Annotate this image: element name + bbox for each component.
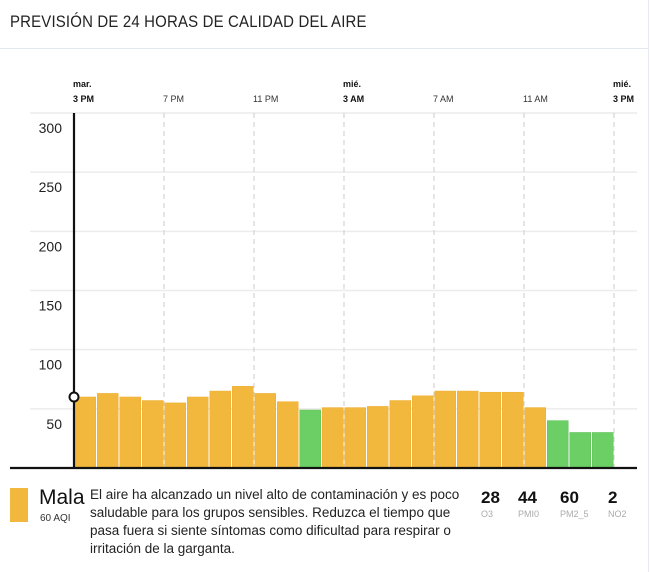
header-divider bbox=[0, 48, 648, 49]
aqi-bar bbox=[434, 390, 456, 469]
aqi-bar bbox=[456, 390, 479, 469]
aqi-bar bbox=[232, 386, 254, 469]
aqi-description: El aire ha alcanzado un nivel alto de co… bbox=[90, 487, 460, 556]
aqi-bar bbox=[479, 391, 501, 469]
aqi-bar bbox=[164, 402, 187, 469]
aqi-bar bbox=[74, 396, 97, 469]
aqi-bar bbox=[501, 391, 524, 469]
aqi-bar bbox=[321, 407, 344, 469]
x-tick-time-label: 11 AM bbox=[523, 94, 548, 104]
y-tick-label: 300 bbox=[39, 120, 63, 136]
label-layer: 50 100 150 200 250 300 mar. 3 PM 7 PM 11 PM mié. 3 … bbox=[39, 79, 634, 432]
pollutant-name: PM2_5 bbox=[560, 509, 589, 519]
x-tick-time-label: 7 PM bbox=[163, 94, 184, 104]
aqi-bar bbox=[366, 406, 389, 469]
x-tick-time-label: 3 PM bbox=[613, 94, 634, 104]
x-tick-day-label: mié. bbox=[613, 79, 631, 89]
y-tick-label: 100 bbox=[39, 357, 63, 373]
aqi-bar bbox=[344, 407, 366, 469]
pollutant-name: NO2 bbox=[608, 509, 627, 519]
pollutant-value: 28 bbox=[481, 488, 500, 507]
aqi-bar bbox=[119, 396, 142, 469]
pollutant-value: 2 bbox=[608, 488, 618, 507]
x-tick-time-label: 3 AM bbox=[343, 94, 364, 104]
x-tick-day-label: mar. bbox=[73, 79, 92, 89]
x-tick-time-label: 7 AM bbox=[433, 94, 454, 104]
aqi-bar bbox=[299, 409, 321, 469]
aqi-bar bbox=[569, 432, 591, 469]
aqi-bar bbox=[142, 400, 164, 469]
pollutant-no2: 2 NO2 bbox=[608, 488, 627, 519]
aqi-bar bbox=[209, 390, 232, 469]
x-tick-time-label: 11 PM bbox=[253, 94, 278, 104]
aqi-bar bbox=[389, 400, 411, 469]
aqi-bar bbox=[187, 396, 209, 469]
current-time-marker bbox=[68, 391, 80, 403]
y-tick-label: 250 bbox=[39, 179, 63, 195]
y-tick-label: 50 bbox=[46, 416, 62, 432]
aqi-value: 60 AQI bbox=[40, 513, 71, 524]
pollutant-name: O3 bbox=[481, 509, 494, 519]
card-title: PREVISIÓN DE 24 HORAS DE CALIDAD DEL AIR… bbox=[10, 12, 367, 31]
axis-layer bbox=[10, 113, 637, 470]
y-tick-label: 200 bbox=[39, 238, 63, 254]
pollutant-value: 44 bbox=[518, 488, 537, 507]
bar-layer bbox=[74, 386, 614, 469]
aqi-bar bbox=[411, 395, 434, 469]
pollutant-name: PMI0 bbox=[518, 509, 540, 519]
y-tick-label: 150 bbox=[39, 298, 63, 314]
x-tick-time-label: 3 PM bbox=[73, 94, 94, 104]
aqi-bar bbox=[254, 393, 277, 469]
aqi-bar bbox=[546, 420, 569, 469]
level-color-swatch bbox=[10, 488, 28, 522]
pollutant-pm10: 44 PMI0 bbox=[518, 488, 539, 519]
aqi-level-label: Mala bbox=[39, 486, 85, 509]
aqi-bar bbox=[97, 393, 119, 469]
aqi-bar bbox=[524, 407, 546, 469]
aqi-bar bbox=[276, 401, 299, 469]
x-tick-day-label: mié. bbox=[343, 79, 361, 89]
aqi-bar bbox=[591, 432, 614, 469]
pollutant-o3: 28 O3 bbox=[481, 488, 500, 519]
pollutant-value: 60 bbox=[560, 488, 579, 507]
pollutant-pm25: 60 PM2_5 bbox=[560, 488, 589, 519]
aqi-bar-chart: 50 100 150 200 250 300 mar. 3 PM 7 PM 11 PM mié. 3 … bbox=[10, 79, 637, 470]
